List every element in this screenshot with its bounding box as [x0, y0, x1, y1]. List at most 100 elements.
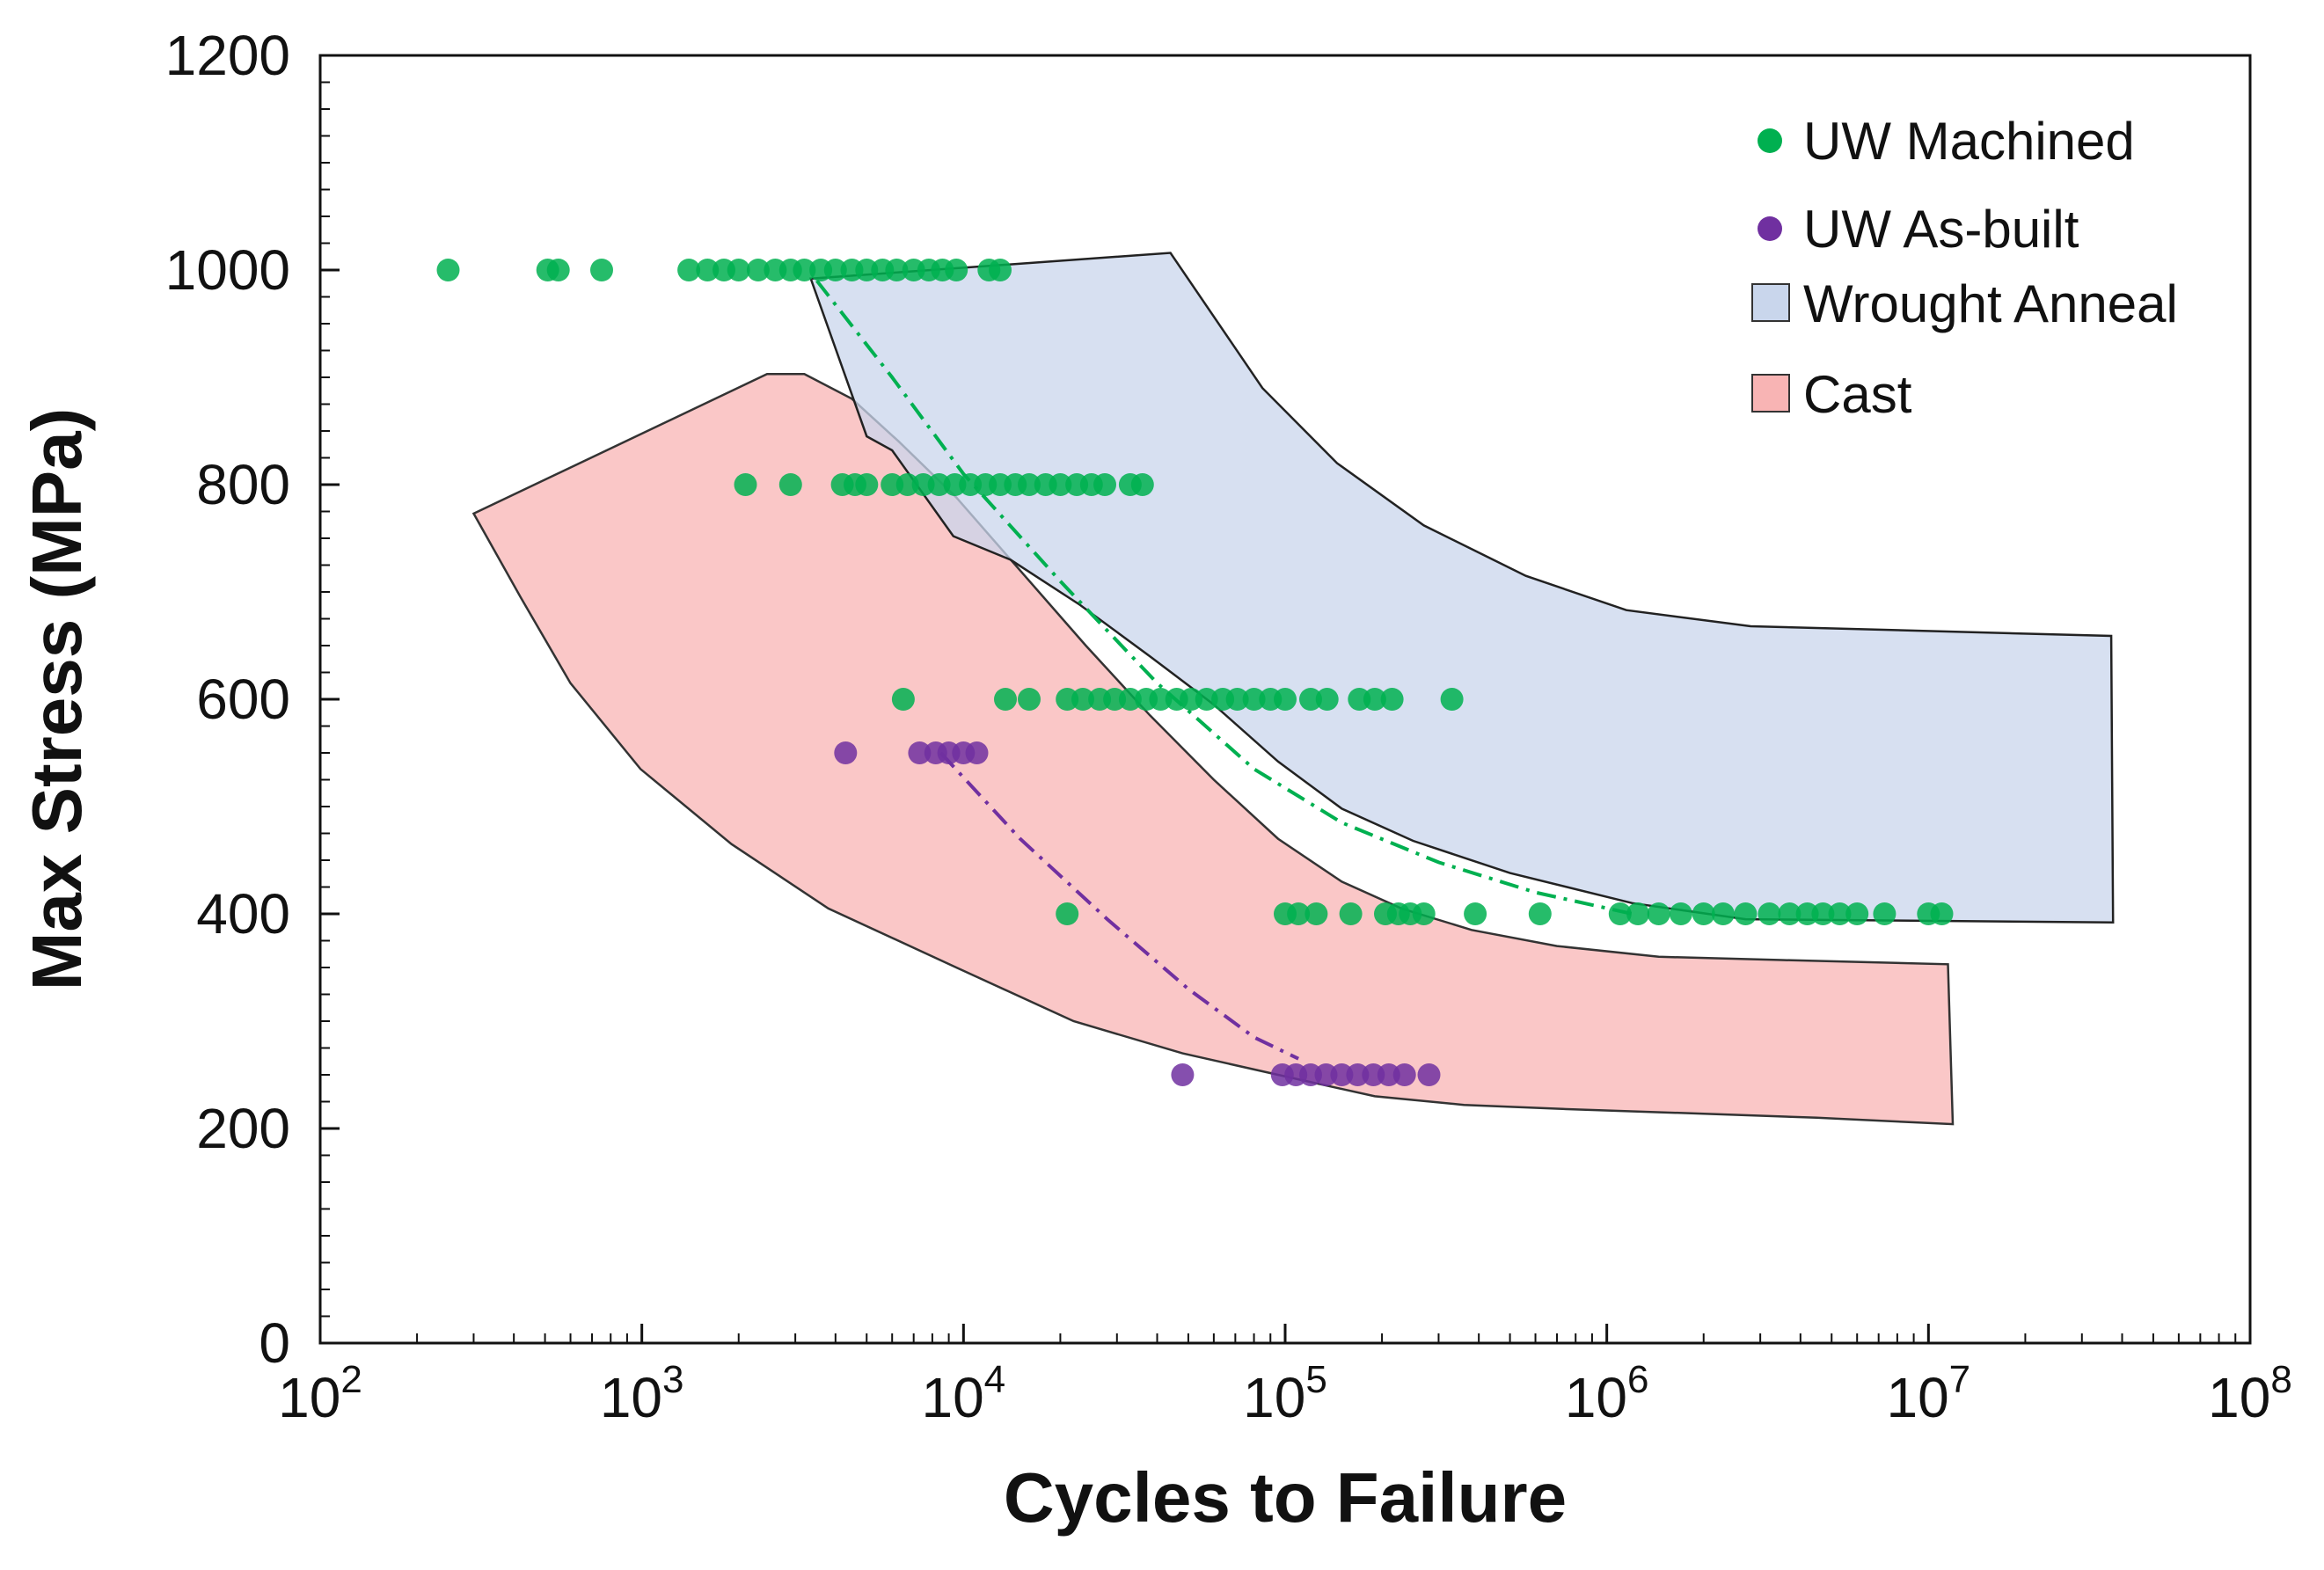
point-uw-machined	[855, 259, 879, 281]
x-tick-label: 103	[600, 1358, 684, 1429]
point-uw-machined	[1647, 902, 1670, 925]
point-uw-machined	[793, 259, 816, 281]
y-tick-label: 1000	[165, 238, 290, 302]
point-uw-as-built	[965, 741, 989, 764]
x-tick-label: 102	[278, 1358, 362, 1429]
legend-marker-uw-machined	[1758, 128, 1782, 153]
trend-line-uw-machined-trend	[815, 279, 1633, 916]
point-uw-machined	[1018, 473, 1041, 496]
legend-marker-uw-as-built	[1758, 216, 1782, 241]
point-uw-machined	[1692, 902, 1715, 925]
point-uw-as-built	[1314, 1063, 1338, 1086]
trend-lines-layer	[815, 279, 1633, 1061]
point-uw-machined	[1758, 902, 1781, 925]
point-uw-machined	[1363, 688, 1386, 711]
point-uw-machined	[1795, 902, 1819, 925]
point-uw-machined	[1242, 688, 1266, 711]
point-uw-machined	[1380, 688, 1404, 711]
point-uw-machined	[855, 473, 879, 496]
trend-line-uw-as-built-trend	[939, 751, 1299, 1061]
point-uw-machined	[1778, 902, 1801, 925]
point-uw-machined	[1118, 688, 1142, 711]
point-uw-as-built	[1417, 1063, 1441, 1086]
point-uw-as-built	[1330, 1063, 1354, 1086]
point-uw-machined	[1056, 688, 1079, 711]
point-uw-machined	[1049, 473, 1072, 496]
legend-label-uw-machined: UW Machined	[1803, 112, 2135, 171]
point-uw-machined	[734, 473, 757, 496]
point-uw-machined	[436, 259, 460, 281]
point-uw-machined	[1093, 473, 1116, 496]
point-uw-machined	[1845, 902, 1869, 925]
point-uw-machined	[1195, 688, 1218, 711]
point-uw-machined	[1811, 902, 1835, 925]
region-wrought-anneal	[808, 252, 2115, 924]
data-points-layer	[436, 259, 1954, 1086]
point-uw-machined	[945, 259, 968, 281]
point-uw-machined	[1464, 902, 1487, 925]
legend-swatch-cast	[1751, 374, 1790, 413]
y-tick-label: 0	[259, 1311, 290, 1375]
point-uw-machined	[1018, 688, 1041, 711]
point-uw-machined	[1056, 902, 1079, 925]
point-uw-machined	[590, 259, 613, 281]
y-tick-label: 400	[196, 882, 290, 946]
point-uw-as-built	[1346, 1063, 1370, 1086]
point-uw-machined	[546, 259, 570, 281]
point-uw-machined	[1930, 902, 1954, 925]
point-uw-machined	[989, 259, 1012, 281]
point-uw-machined	[1669, 902, 1692, 925]
point-uw-machined	[727, 259, 750, 281]
point-uw-machined	[911, 473, 935, 496]
y-tick-label: 600	[196, 668, 290, 731]
point-uw-machined	[895, 473, 919, 496]
point-uw-machined	[1528, 902, 1552, 925]
point-uw-machined	[746, 259, 770, 281]
point-uw-machined	[1734, 902, 1758, 925]
point-uw-machined	[696, 259, 720, 281]
point-uw-machined	[1103, 688, 1127, 711]
x-tick-label: 106	[1565, 1358, 1649, 1429]
y-tick-label: 1200	[165, 24, 290, 87]
point-uw-as-built	[1377, 1063, 1400, 1086]
y-axis-title: Max Stress (MPa)	[18, 408, 96, 990]
x-tick-label: 107	[1886, 1358, 1970, 1429]
point-uw-machined	[994, 688, 1017, 711]
point-uw-as-built	[1171, 1063, 1195, 1086]
point-uw-machined	[823, 259, 847, 281]
point-uw-machined	[927, 473, 951, 496]
y-tick-label: 800	[196, 453, 290, 516]
legend-label-cast: Cast	[1803, 365, 1912, 424]
point-uw-machined	[1225, 688, 1249, 711]
axes-layer: 0 200 400 600 800 1000 1200 102 103 104 105 106 107 1…	[165, 24, 2292, 1429]
point-uw-as-built	[908, 741, 932, 764]
point-uw-machined	[1711, 902, 1735, 925]
point-uw-machined	[1071, 688, 1094, 711]
point-uw-machined	[677, 259, 701, 281]
point-uw-machined	[1440, 688, 1464, 711]
point-uw-machined	[1608, 902, 1632, 925]
point-uw-machined	[1287, 902, 1311, 925]
x-tick-label: 105	[1243, 1358, 1327, 1429]
point-uw-machined	[1828, 902, 1852, 925]
point-uw-machined	[1873, 902, 1896, 925]
point-uw-machined	[885, 259, 909, 281]
point-uw-machined	[1412, 902, 1436, 925]
point-uw-machined	[1339, 902, 1363, 925]
point-uw-as-built	[834, 741, 858, 764]
point-uw-machined	[1299, 688, 1322, 711]
point-uw-machined	[1130, 473, 1154, 496]
point-uw-machined	[891, 688, 915, 711]
regions-layer	[471, 252, 2115, 1126]
legend-swatch-wrought-anneal	[1751, 283, 1790, 322]
legend-label-wrought-anneal: Wrought Anneal	[1803, 274, 2178, 333]
legend: UW Machined UW As-built Wrought Anneal Cast	[1751, 112, 2178, 424]
point-uw-machined	[1315, 688, 1339, 711]
legend-label-uw-as-built: UW As-built	[1803, 200, 2079, 259]
point-uw-machined	[1626, 902, 1650, 925]
x-tick-label: 108	[2208, 1358, 2292, 1429]
point-uw-as-built	[1392, 1063, 1416, 1086]
point-uw-machined	[1305, 902, 1328, 925]
point-uw-machined	[1274, 688, 1297, 711]
